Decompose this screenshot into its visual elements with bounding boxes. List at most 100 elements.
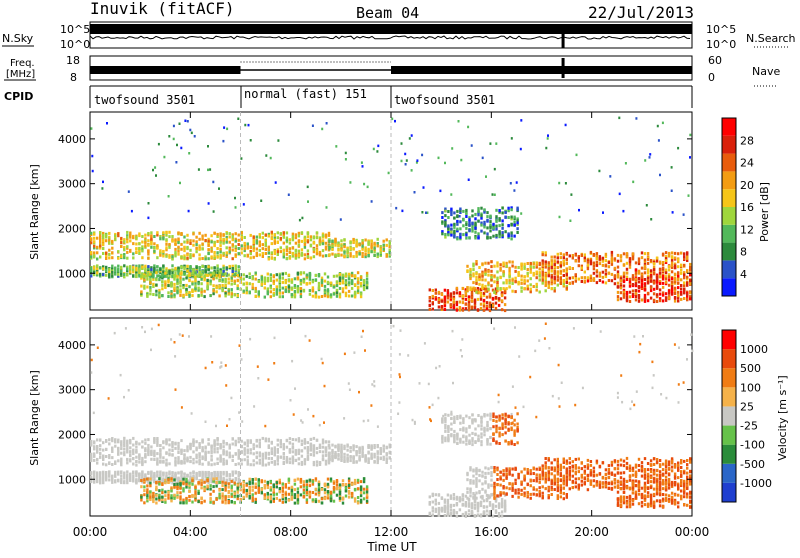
power-point	[632, 181, 634, 184]
power-cell	[575, 273, 577, 276]
power-cell	[319, 243, 321, 246]
velocity-cell	[355, 450, 357, 453]
power-cell	[289, 238, 291, 241]
power-cell	[635, 278, 637, 281]
power-cell	[677, 258, 679, 261]
power-cell	[144, 265, 146, 268]
power-cell	[249, 282, 251, 285]
power-cell	[188, 272, 190, 275]
power-cell	[159, 268, 161, 271]
power-cell	[611, 254, 613, 257]
velocity-cell	[377, 455, 379, 458]
power-cell	[578, 260, 580, 263]
power-cell	[249, 291, 251, 294]
power-cell	[226, 246, 228, 249]
power-cell	[195, 266, 197, 269]
velocity-cell	[99, 444, 101, 447]
velocity-cell	[177, 442, 179, 445]
power-cell	[229, 232, 231, 235]
velocity-cell	[167, 497, 169, 500]
power-cell	[207, 240, 209, 243]
power-cell	[250, 246, 252, 249]
power-cell	[141, 266, 143, 269]
power-cell	[477, 220, 479, 223]
power-cell	[554, 263, 556, 266]
velocity-cell	[141, 457, 143, 460]
power-cell	[108, 253, 110, 256]
nsky-tick-bottom: 10^0	[60, 38, 90, 51]
power-cell	[581, 276, 583, 279]
power-cell	[469, 288, 471, 291]
power-cell	[267, 287, 269, 290]
power-cell	[629, 281, 631, 284]
power-cell	[674, 287, 676, 290]
nsearch-tick-top: 10^5	[706, 23, 736, 36]
power-cell	[259, 249, 261, 252]
velocity-cell	[346, 458, 348, 461]
power-cell	[533, 266, 535, 269]
power-cell	[671, 264, 673, 267]
power-cell	[262, 232, 264, 235]
power-point	[516, 181, 518, 184]
power-cell	[270, 290, 272, 293]
velocity-cell	[277, 448, 279, 451]
power-cell	[185, 284, 187, 287]
power-cell	[504, 309, 506, 312]
power-cell	[310, 238, 312, 241]
power-cell	[501, 219, 503, 222]
power-cell	[647, 262, 649, 265]
power-cell	[508, 270, 510, 273]
velocity-cell	[283, 461, 285, 464]
power-point	[646, 204, 648, 207]
velocity-cell	[367, 451, 369, 454]
power-cell	[300, 290, 302, 293]
power-cell	[309, 282, 311, 285]
power-cell	[680, 269, 682, 272]
power-cell	[282, 277, 284, 280]
power-cell	[351, 287, 353, 290]
power-cell	[626, 262, 628, 265]
power-cell	[674, 300, 676, 303]
velocity-cell	[355, 453, 357, 456]
power-cell	[162, 237, 164, 240]
power-cell	[273, 275, 275, 278]
velocity-cell	[162, 441, 164, 444]
power-cell	[498, 224, 500, 227]
power-cell	[686, 298, 688, 301]
power-cell	[593, 267, 595, 270]
power-cell	[638, 300, 640, 303]
power-cell	[158, 289, 160, 292]
power-cell	[158, 278, 160, 281]
power-cell	[96, 271, 98, 274]
velocity-cell	[256, 451, 258, 454]
power-cell	[152, 283, 154, 286]
power-cell	[527, 285, 529, 288]
power-point	[288, 194, 290, 197]
power-cell	[243, 290, 245, 293]
power-cell	[265, 252, 267, 255]
power-cell	[267, 277, 269, 280]
velocity-cell	[195, 440, 197, 443]
power-cell	[560, 272, 562, 275]
velocity-cell	[295, 459, 297, 462]
velocity-cell	[176, 491, 178, 494]
power-cell	[261, 283, 263, 286]
power-point	[618, 117, 620, 120]
velocity-cell	[161, 491, 163, 494]
power-cell	[262, 236, 264, 239]
power-cell	[453, 298, 455, 301]
power-cell	[629, 263, 631, 266]
velocity-cell	[168, 449, 170, 452]
velocity-cell	[168, 462, 170, 465]
power-cell	[507, 216, 509, 219]
power-cell	[195, 240, 197, 243]
power-cell	[668, 255, 670, 258]
power-cell	[477, 207, 479, 210]
velocity-cell	[364, 455, 366, 458]
power-cell	[292, 233, 294, 236]
velocity-cell	[304, 442, 306, 445]
velocity-cell	[174, 461, 176, 464]
velocity-cell	[286, 439, 288, 442]
power-cell	[289, 251, 291, 254]
